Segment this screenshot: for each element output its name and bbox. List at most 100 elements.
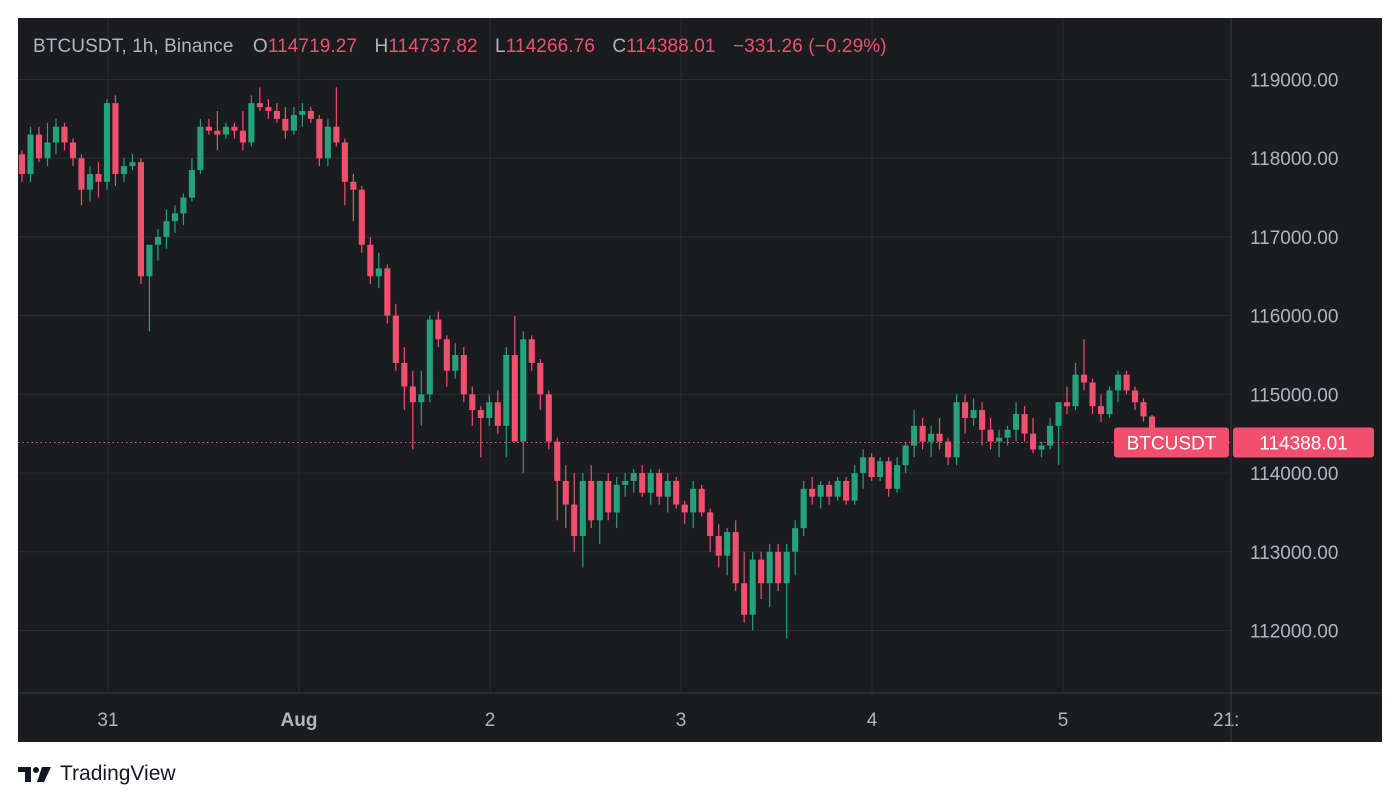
candle-down[interactable]	[1080, 374, 1088, 383]
candle-down[interactable]	[1123, 374, 1130, 391]
candle-down[interactable]	[469, 394, 476, 411]
candle-up[interactable]	[1072, 374, 1079, 407]
candle-down[interactable]	[214, 130, 221, 135]
candle-up[interactable]	[290, 114, 297, 131]
candle-up[interactable]	[902, 445, 909, 466]
candle-down[interactable]	[18, 154, 26, 174]
candle-down[interactable]	[137, 162, 145, 277]
candle-up[interactable]	[1106, 390, 1113, 415]
candle-down[interactable]	[775, 551, 782, 584]
candle-up[interactable]	[877, 461, 884, 478]
candle-down[interactable]	[460, 355, 467, 395]
candle-up[interactable]	[197, 126, 204, 171]
candle-down[interactable]	[341, 142, 348, 182]
candle-down[interactable]	[562, 480, 569, 505]
candle-down[interactable]	[35, 134, 43, 159]
candle-up[interactable]	[163, 221, 170, 237]
candle-up[interactable]	[146, 244, 153, 277]
candle-down[interactable]	[1021, 414, 1028, 434]
candle-down[interactable]	[477, 410, 484, 418]
candle-down[interactable]	[707, 512, 714, 537]
candle-down[interactable]	[537, 362, 544, 395]
candle-down[interactable]	[409, 386, 416, 403]
candle-up[interactable]	[120, 166, 128, 174]
candle-down[interactable]	[1140, 402, 1147, 417]
candle-up[interactable]	[1046, 425, 1054, 446]
candle-down[interactable]	[112, 103, 119, 174]
candle-up[interactable]	[834, 480, 841, 497]
candle-down[interactable]	[273, 110, 280, 119]
candle-up[interactable]	[180, 197, 187, 214]
candle-down[interactable]	[826, 484, 833, 497]
candlestick-chart[interactable]: 119000.00 118000.00 117000.00 116000.00 1150…	[18, 18, 1382, 742]
candle-down[interactable]	[979, 410, 986, 430]
candle-up[interactable]	[766, 551, 773, 584]
candle-down[interactable]	[69, 142, 77, 159]
candle-down[interactable]	[511, 355, 518, 442]
candle-up[interactable]	[894, 465, 901, 489]
candle-up[interactable]	[851, 473, 858, 501]
candle-down[interactable]	[205, 126, 212, 131]
candle-down[interactable]	[639, 473, 646, 493]
candle-up[interactable]	[324, 126, 331, 159]
candle-down[interactable]	[554, 441, 561, 481]
candle-down[interactable]	[1131, 390, 1139, 403]
candle-down[interactable]	[885, 461, 892, 489]
candle-up[interactable]	[690, 488, 697, 513]
candle-up[interactable]	[171, 213, 178, 222]
candle-up[interactable]	[783, 551, 790, 584]
candle-up[interactable]	[154, 236, 161, 245]
candle-down[interactable]	[758, 559, 765, 584]
candle-down[interactable]	[401, 362, 408, 387]
candle-down[interactable]	[732, 532, 739, 584]
candle-up[interactable]	[418, 394, 425, 403]
candle-up[interactable]	[1038, 445, 1045, 450]
candle-up[interactable]	[248, 103, 255, 143]
candle-down[interactable]	[494, 402, 501, 426]
candle-down[interactable]	[809, 488, 816, 497]
candle-down[interactable]	[350, 181, 357, 190]
candle-down[interactable]	[61, 126, 68, 143]
candle-up[interactable]	[222, 126, 229, 135]
candle-up[interactable]	[860, 457, 867, 474]
candle-up[interactable]	[953, 402, 960, 458]
candle-down[interactable]	[95, 173, 102, 182]
candle-down[interactable]	[843, 480, 850, 501]
candle-down[interactable]	[316, 118, 323, 159]
candle-down[interactable]	[698, 488, 705, 513]
candle-up[interactable]	[375, 268, 382, 277]
candle-down[interactable]	[392, 315, 399, 363]
candle-up[interactable]	[520, 339, 527, 442]
candle-up[interactable]	[970, 410, 977, 418]
tradingview-brand[interactable]: TradingView	[18, 762, 176, 786]
candle-up[interactable]	[749, 559, 756, 615]
candle-down[interactable]	[1029, 433, 1037, 450]
candle-down[interactable]	[367, 244, 374, 277]
candle-down[interactable]	[741, 583, 748, 615]
candle-up[interactable]	[86, 173, 94, 190]
candle-up[interactable]	[44, 142, 51, 159]
candle-down[interactable]	[945, 441, 952, 458]
candle-down[interactable]	[307, 110, 314, 119]
candle-up[interactable]	[792, 528, 799, 552]
candle-down[interactable]	[78, 158, 85, 190]
candle-down[interactable]	[528, 339, 535, 363]
chart-frame[interactable]: 119000.00 118000.00 117000.00 116000.00 1150…	[18, 18, 1382, 742]
candle-down[interactable]	[987, 429, 994, 442]
candle-down[interactable]	[358, 189, 365, 245]
candle-up[interactable]	[503, 355, 510, 426]
candle-up[interactable]	[622, 480, 629, 485]
candle-down[interactable]	[256, 103, 263, 108]
candle-up[interactable]	[630, 473, 637, 481]
candle-up[interactable]	[596, 480, 603, 521]
candle-down[interactable]	[443, 339, 450, 371]
candle-down[interactable]	[656, 473, 663, 497]
candle-down[interactable]	[239, 130, 246, 143]
candle-up[interactable]	[613, 484, 620, 513]
candle-down[interactable]	[681, 504, 688, 513]
candle-down[interactable]	[231, 126, 238, 131]
candle-up[interactable]	[579, 480, 586, 537]
candle-down[interactable]	[936, 433, 943, 442]
candle-down[interactable]	[571, 504, 578, 537]
candle-up[interactable]	[647, 473, 654, 493]
